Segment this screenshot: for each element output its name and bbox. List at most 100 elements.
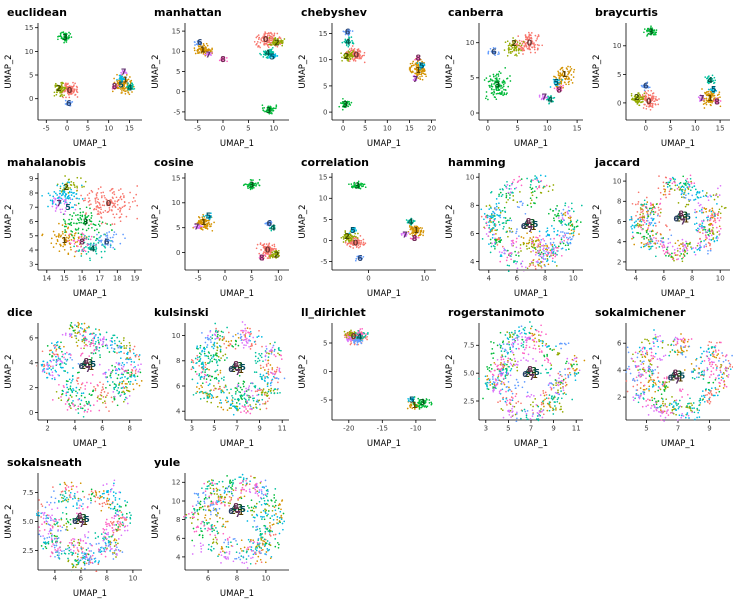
cluster-label: 7 <box>56 199 62 208</box>
x-tick-label: 4 <box>634 275 639 283</box>
y-tick-label: 10 <box>319 195 328 203</box>
x-tick-label: 0 <box>644 125 648 133</box>
panel-rogerstanimoto: rogerstanimoto 2.5 5.0 7.5 3 5 7 9 11 UMAP_1 UMAP_… <box>443 304 589 452</box>
y-tick-label: 6 <box>617 340 622 348</box>
cluster-label: 3 <box>530 218 536 227</box>
cluster-label: 0 <box>527 221 533 230</box>
cluster-6-points <box>193 40 202 46</box>
y-tick-label: 4 <box>29 246 34 254</box>
cluster-label: 0 <box>674 373 680 382</box>
cluster-5-points <box>348 227 358 235</box>
points-layer <box>343 327 433 410</box>
cluster-label: 2 <box>634 93 640 102</box>
cluster-4-points <box>478 321 574 422</box>
cluster-label: 1 <box>123 76 129 85</box>
cluster-6-points <box>342 29 354 37</box>
y-tick-label: 0 <box>176 88 180 96</box>
panel-cosine: cosine 0 5 10 15 -5 0 5 10 UMAP_1 UMAP_2 3 5 1 7 6 4 0 2 8 <box>149 154 295 302</box>
cluster-2-points <box>56 175 87 194</box>
y-tick-label: 8 <box>470 202 474 210</box>
cluster-5-points <box>202 212 212 221</box>
y-tick-label: 15 <box>172 174 181 182</box>
cluster-label: 4 <box>524 219 530 228</box>
x-tick-label: 19 <box>130 275 139 283</box>
cluster-label: 7 <box>86 365 92 374</box>
y-tick-label: 2.5 <box>22 547 33 555</box>
cluster-7-points <box>492 332 581 420</box>
x-tick-label: 10 <box>569 275 578 283</box>
x-tick-label: 5 <box>249 275 253 283</box>
cluster-4-points <box>126 82 136 91</box>
cluster-label: 0 <box>106 199 112 208</box>
cluster-label: 4 <box>90 244 96 253</box>
x-tick-label: 10 <box>104 125 113 133</box>
cluster-label: 4 <box>270 224 276 233</box>
y-tick-label: 7 <box>29 204 33 212</box>
x-tick-label: 10 <box>261 575 270 583</box>
y-tick-label: 8 <box>29 189 33 197</box>
cluster-3-points <box>57 31 73 44</box>
x-tick-label: 14 <box>42 275 51 283</box>
cluster-label: 2 <box>344 52 350 61</box>
cluster-label: 2 <box>56 84 62 93</box>
x-tick-label: -15 <box>377 425 388 433</box>
panel-chebyshev: chebyshev 0 5 10 15 0 5 10 15 20 UMAP_1 UMAP_2 6 4 2 0 3… <box>296 4 442 152</box>
x-tick-label: 7 <box>529 425 533 433</box>
y-tick-label: 0 <box>617 99 621 107</box>
cluster-7-points <box>41 479 129 556</box>
y-axis-title: UMAP_2 <box>151 54 161 88</box>
y-tick-label: 0 <box>29 409 33 417</box>
cluster-label: 6 <box>66 99 72 108</box>
points-layer <box>629 174 727 263</box>
x-tick-label: 9 <box>707 425 711 433</box>
y-tick-label: 0 <box>470 109 474 117</box>
y-tick-label: 0 <box>29 95 33 103</box>
cluster-label: 7 <box>680 217 686 226</box>
y-tick-label: 8 <box>176 357 180 365</box>
x-tick-label: -5 <box>195 275 202 283</box>
y-tick-label: 4 <box>470 258 475 266</box>
x-axis-title: UMAP_1 <box>220 589 254 599</box>
y-axis-title: UMAP_2 <box>4 504 14 538</box>
cluster-5-points <box>629 176 719 253</box>
cluster-label: 0 <box>528 369 534 378</box>
cluster-2-points <box>268 36 286 47</box>
cluster-label: 0 <box>646 97 652 106</box>
cluster-label: 4 <box>671 371 677 380</box>
cluster-label: 3 <box>682 210 688 219</box>
cluster-label: 7 <box>699 94 705 103</box>
cluster-6-points <box>38 490 124 570</box>
y-tick-label: 15 <box>25 24 34 32</box>
cluster-label: 5 <box>206 212 212 221</box>
cluster-label: 8 <box>527 365 533 374</box>
cluster-label: 8 <box>233 502 239 511</box>
x-tick-label: 3 <box>484 425 488 433</box>
x-tick-label: 10 <box>420 275 429 283</box>
panel-yule: yule 4 6 8 10 12 6 8 10 UMAP_1 UMAP_2 0 1 2 3 4 5 6 7 8 <box>149 454 295 602</box>
cluster-7-points <box>538 94 548 101</box>
cluster-3-points <box>242 178 261 191</box>
points-layer <box>630 25 722 111</box>
panel-title: braycurtis <box>595 6 658 19</box>
cluster-label: 8 <box>673 369 679 378</box>
cluster-label: 6 <box>104 237 110 246</box>
cluster-8-points <box>414 55 421 61</box>
y-tick-label: 7.5 <box>22 489 33 497</box>
y-axis-title: UMAP_2 <box>445 204 455 238</box>
cluster-0-points <box>637 89 660 111</box>
cluster-4-points <box>268 224 276 232</box>
cluster-8-points <box>183 479 267 552</box>
cluster-label: 1 <box>89 363 95 372</box>
cluster-6-points <box>88 231 126 249</box>
x-tick-label: 11 <box>572 425 581 433</box>
cluster-label: 6 <box>197 38 203 47</box>
cluster-label: 7 <box>528 225 534 234</box>
cluster-label: 3 <box>83 217 89 226</box>
x-tick-label: 8 <box>543 275 547 283</box>
x-axis-title: UMAP_1 <box>514 439 548 449</box>
